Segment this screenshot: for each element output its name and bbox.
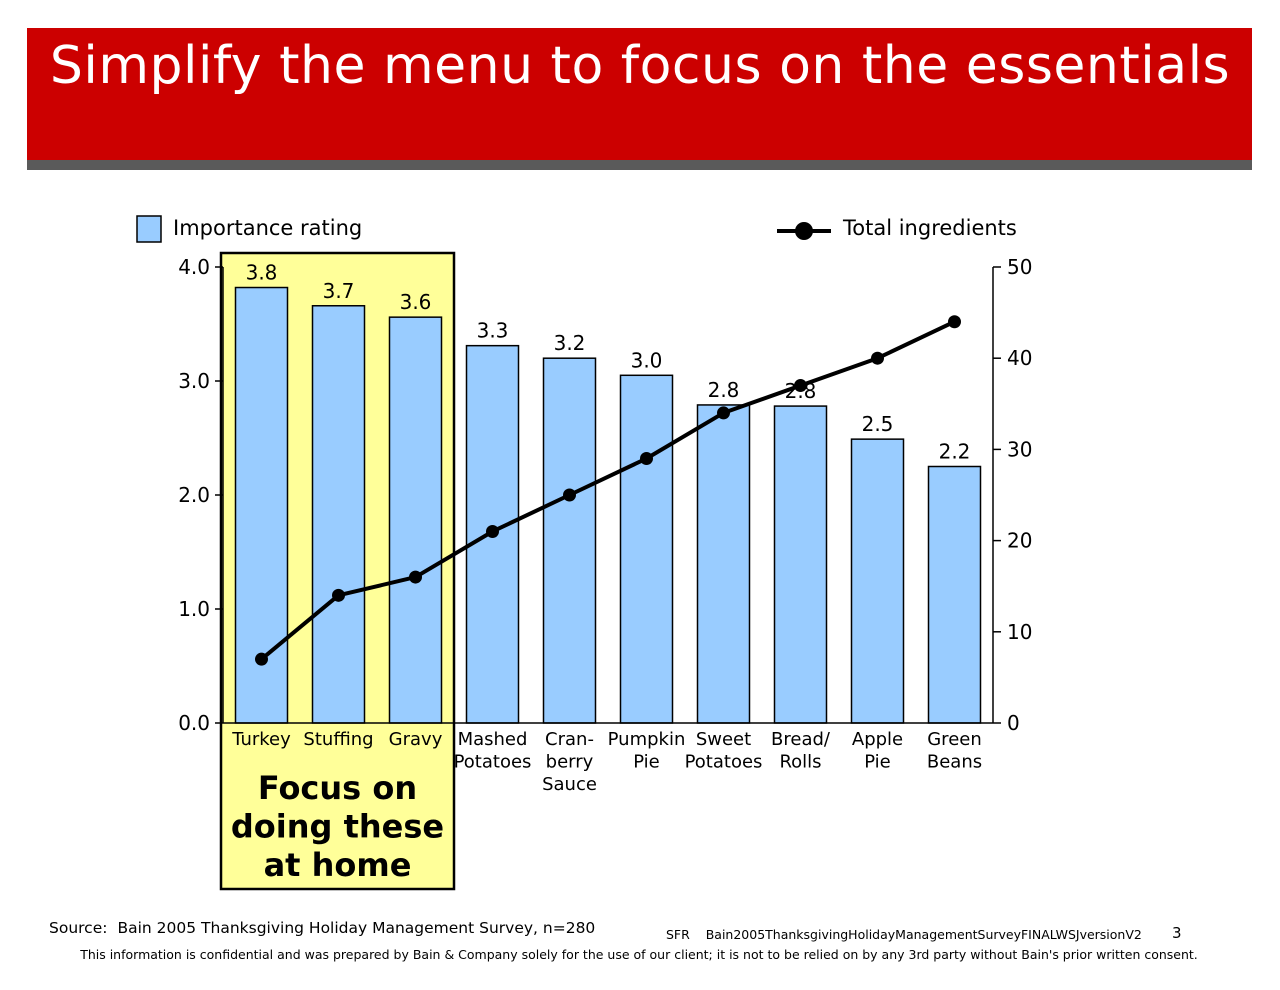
ingredients-point [409, 570, 422, 584]
right-axis-tick-label: 50 [1007, 255, 1032, 279]
highlight-caption: at home [264, 846, 412, 884]
bar-data-label: 2.8 [708, 378, 740, 402]
ingredients-point [794, 379, 807, 393]
highlight-caption: doing these [231, 808, 444, 846]
ingredients-point [486, 524, 499, 538]
bar-data-label: 3.2 [554, 331, 586, 355]
category-label: Beans [927, 752, 982, 773]
ingredients-point [717, 406, 730, 420]
bar [311, 305, 366, 724]
right-axis-tick-label: 10 [1007, 620, 1032, 644]
legend-bar-label: Importance rating [173, 216, 362, 240]
bar [927, 465, 982, 724]
category-label: Cran- [545, 729, 594, 750]
category-label: Sweet [696, 729, 751, 750]
bar [696, 404, 751, 724]
left-axis-tick-label: 0.0 [178, 711, 210, 735]
right-axis-tick-label: 0 [1007, 711, 1020, 735]
bar [234, 286, 289, 724]
category-label: Bread/ [771, 729, 831, 750]
bar-data-label: 3.6 [400, 290, 432, 314]
page-number: 3 [1172, 924, 1182, 942]
category-label: berry [546, 752, 594, 773]
bar [542, 357, 597, 724]
legend-bar-swatch [136, 215, 162, 243]
ingredients-line [260, 319, 956, 661]
page-title: Simplify the menu to focus on the essent… [49, 36, 1231, 96]
legend-line-marker [795, 222, 813, 240]
ingredients-point [948, 315, 961, 329]
category-label: Gravy [389, 729, 443, 750]
right-axis-tick-label: 30 [1007, 437, 1032, 461]
bar [388, 316, 443, 724]
bar [773, 405, 828, 724]
category-label: Green [927, 729, 982, 750]
right-axis-tick-label: 20 [1007, 529, 1032, 553]
left-axis-tick-label: 1.0 [178, 597, 210, 621]
left-axis-tick-label: 3.0 [178, 369, 210, 393]
category-label: Pumpkin [608, 729, 686, 750]
category-label: Apple [852, 729, 903, 750]
source-text: Bain 2005 Thanksgiving Holiday Managemen… [117, 919, 596, 937]
ingredients-point [640, 452, 653, 466]
source-label: Source: [49, 919, 108, 937]
bar [619, 374, 674, 724]
bar [850, 438, 905, 724]
ingredients-point [563, 488, 576, 502]
bar-data-label: 3.7 [323, 279, 355, 303]
right-axis-tick-label: 40 [1007, 346, 1032, 370]
confidentiality-notice: This information is confidential and was… [80, 947, 1198, 962]
category-label: Rolls [779, 752, 821, 773]
ingredients-point [871, 351, 884, 365]
bar-data-label: 3.3 [477, 319, 509, 343]
title-rule [27, 160, 1252, 170]
bar-data-label: 3.8 [246, 261, 278, 285]
document-reference: SFR Bain2005ThanksgivingHolidayManagemen… [666, 927, 1142, 942]
category-label: Sauce [542, 774, 597, 795]
category-label: Stuffing [303, 729, 373, 750]
category-label: Potatoes [454, 752, 532, 773]
bar-data-label: 2.5 [862, 412, 894, 436]
category-label: Mashed [458, 729, 528, 750]
doc-name: Bain2005ThanksgivingHolidayManagementSur… [705, 927, 1142, 942]
bar-data-label: 3.0 [631, 348, 663, 372]
category-label: Turkey [231, 729, 291, 750]
ingredients-point [255, 652, 268, 666]
doc-code: SFR [666, 927, 690, 942]
title-bar [27, 28, 1252, 160]
category-label: Pie [864, 752, 891, 773]
source-note: Source: Bain 2005 Thanksgiving Holiday Ma… [49, 919, 595, 937]
left-axis-tick-label: 2.0 [178, 483, 210, 507]
category-label: Potatoes [685, 752, 763, 773]
highlight-caption: Focus on [258, 769, 417, 807]
ingredients-point [332, 588, 345, 602]
category-label: Pie [633, 752, 660, 773]
legend-line-label: Total ingredients [842, 216, 1017, 240]
bar-data-label: 2.2 [939, 440, 971, 464]
left-axis-tick-label: 4.0 [178, 255, 210, 279]
